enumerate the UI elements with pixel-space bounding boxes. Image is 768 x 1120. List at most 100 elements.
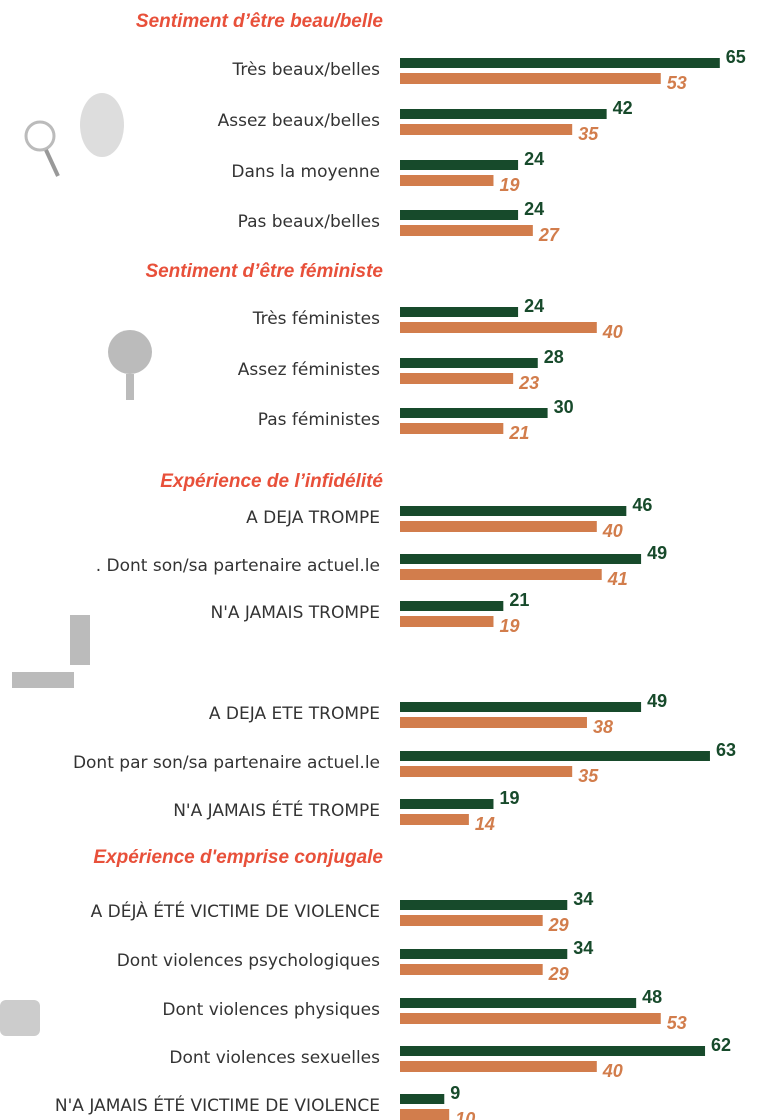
bar <box>400 554 642 564</box>
bar <box>400 521 597 532</box>
bar <box>400 751 710 761</box>
face-icon <box>80 93 124 157</box>
door-icon <box>70 615 90 665</box>
category-label: N'A JAMAIS TROMPE <box>210 603 380 623</box>
bar <box>400 1061 597 1072</box>
bar <box>400 506 627 516</box>
category-label: Très féministes <box>252 309 380 329</box>
value-label: 40 <box>602 1061 623 1081</box>
category-label: A DEJA ETE TROMPE <box>209 704 380 724</box>
category-label: N'A JAMAIS ÉTÉ TROMPE <box>173 799 380 821</box>
section-title: Sentiment d’être féministe <box>145 261 383 282</box>
bar <box>400 900 568 910</box>
value-label: 14 <box>475 814 495 834</box>
value-label: 29 <box>548 915 569 935</box>
value-label: 28 <box>544 347 564 367</box>
bar <box>400 1109 450 1120</box>
value-label: 27 <box>538 225 560 245</box>
feminist-icon <box>108 330 152 374</box>
value-label: 21 <box>508 423 529 443</box>
value-label: 53 <box>667 73 687 93</box>
bar <box>400 225 533 236</box>
bar <box>400 799 494 809</box>
bar <box>400 998 637 1008</box>
bar <box>400 58 720 68</box>
value-label: 46 <box>632 495 652 515</box>
category-label: Dont violences physiques <box>162 1000 380 1020</box>
bar <box>400 766 573 777</box>
bar <box>400 423 504 434</box>
bar <box>400 949 568 959</box>
value-label: 30 <box>554 397 574 417</box>
category-label: Assez féministes <box>238 360 380 380</box>
bar <box>400 964 543 975</box>
mirror-handle <box>44 149 60 177</box>
category-label: Pas féministes <box>258 410 380 430</box>
bar <box>400 109 607 119</box>
category-label: Très beaux/belles <box>232 60 381 80</box>
bar <box>400 915 543 926</box>
bar <box>400 1013 661 1024</box>
bar <box>400 1046 706 1056</box>
category-label: N'A JAMAIS ÉTÉ VICTIME DE VIOLENCE <box>55 1094 380 1116</box>
bar <box>400 160 519 170</box>
value-label: 10 <box>455 1109 475 1120</box>
value-label: 35 <box>578 124 599 144</box>
bed-icon <box>12 672 74 688</box>
value-label: 24 <box>524 149 544 169</box>
bar <box>400 569 602 580</box>
category-label: . Dont son/sa partenaire actuel.le <box>96 556 380 576</box>
bar <box>400 175 494 186</box>
fist-icon <box>0 1000 40 1036</box>
category-label: Dont violences sexuelles <box>169 1048 380 1068</box>
bar <box>400 373 514 384</box>
value-label: 9 <box>450 1083 460 1103</box>
bar <box>400 1094 445 1104</box>
icons <box>0 93 152 1036</box>
value-label: 48 <box>642 987 662 1007</box>
value-label: 63 <box>716 740 736 760</box>
bar <box>400 322 597 333</box>
value-label: 19 <box>499 788 519 808</box>
category-label: Dans la moyenne <box>231 162 380 182</box>
value-label: 19 <box>499 175 519 195</box>
value-label: 40 <box>602 322 623 342</box>
bar <box>400 307 519 317</box>
value-label: 38 <box>593 717 613 737</box>
section-title: Sentiment d’être beau/belle <box>136 11 383 32</box>
value-label: 23 <box>518 373 539 393</box>
bar <box>400 358 538 368</box>
category-label: Assez beaux/belles <box>218 111 381 131</box>
value-label: 65 <box>726 47 746 67</box>
bar <box>400 73 661 84</box>
value-label: 21 <box>509 590 529 610</box>
bar <box>400 814 469 825</box>
value-label: 34 <box>573 938 593 958</box>
section-title: Expérience d'emprise conjugale <box>93 847 383 868</box>
mirror-icon <box>24 120 56 152</box>
category-label: Pas beaux/belles <box>238 212 381 232</box>
value-label: 41 <box>607 569 628 589</box>
section-title: Expérience de l’infidélité <box>160 471 383 492</box>
category-label: A DÉJÀ ÉTÉ VICTIME DE VIOLENCE <box>91 900 380 922</box>
bar <box>400 702 642 712</box>
value-label: 62 <box>711 1035 731 1055</box>
bar <box>400 601 504 611</box>
value-label: 40 <box>602 521 623 541</box>
value-label: 19 <box>499 616 519 636</box>
value-label: 42 <box>613 98 633 118</box>
category-label: Dont par son/sa partenaire actuel.le <box>73 753 380 773</box>
value-label: 53 <box>667 1013 687 1033</box>
value-label: 24 <box>524 199 544 219</box>
bar <box>400 616 494 627</box>
bar <box>400 717 587 728</box>
feminist-icon-stem <box>126 374 134 400</box>
bar <box>400 124 573 135</box>
value-label: 35 <box>578 766 599 786</box>
value-label: 34 <box>573 889 593 909</box>
value-label: 24 <box>524 296 544 316</box>
value-label: 29 <box>548 964 569 984</box>
bar <box>400 210 519 220</box>
